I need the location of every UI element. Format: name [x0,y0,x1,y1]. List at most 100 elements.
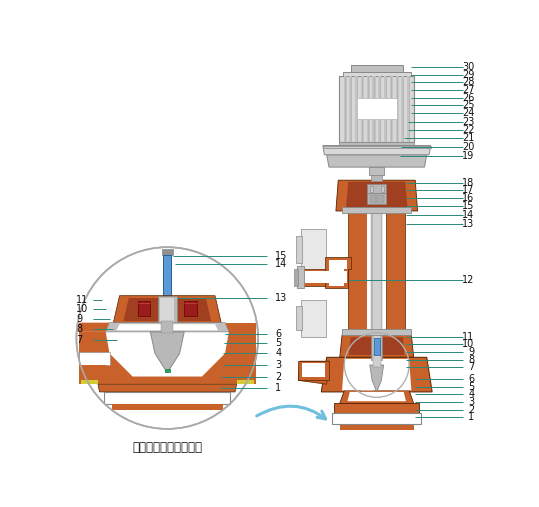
Bar [323,146,431,148]
Text: 2: 2 [275,372,281,382]
Bar [301,300,326,337]
Text: 1: 1 [468,412,474,422]
Text: 15: 15 [462,201,474,210]
Bar [161,298,174,322]
Text: 20: 20 [462,142,474,152]
Bar [386,211,405,331]
Polygon shape [370,186,373,192]
Text: 13: 13 [275,293,287,303]
Bar [294,269,298,285]
Bar [355,76,358,141]
FancyArrowPatch shape [257,406,326,419]
Text: 14: 14 [462,210,474,220]
Text: 15: 15 [275,251,287,262]
Bar [302,364,325,377]
Polygon shape [340,335,414,357]
Bar [343,73,411,76]
Bar [302,269,348,285]
Bar [112,404,223,410]
Text: 6: 6 [275,329,281,339]
Bar [334,404,419,413]
Bar [342,207,411,213]
Bar [339,141,414,146]
Polygon shape [336,180,418,211]
Bar [407,76,410,141]
Polygon shape [106,322,229,332]
Bar [368,184,386,193]
Text: 4: 4 [468,389,474,399]
Text: 19: 19 [462,151,474,161]
Text: 25: 25 [462,100,474,111]
Polygon shape [225,322,256,332]
Bar [296,236,302,263]
Text: 9: 9 [77,314,82,324]
Polygon shape [346,182,407,209]
Bar [396,76,399,141]
Circle shape [77,247,258,429]
Bar [296,267,305,288]
Text: 7: 7 [77,335,82,345]
Bar [184,301,197,316]
Text: 8: 8 [77,324,82,334]
Bar [374,338,380,355]
Bar [340,423,413,429]
Bar [373,355,381,367]
Polygon shape [79,352,109,365]
Text: 12: 12 [462,275,474,285]
Polygon shape [321,357,432,392]
Bar [371,211,382,331]
Polygon shape [106,332,229,377]
Polygon shape [98,384,237,392]
Bar [339,76,414,141]
Bar [384,76,387,141]
Text: 液下泵底部局部放大图: 液下泵底部局部放大图 [132,441,202,454]
Bar [361,76,364,141]
Bar [298,361,329,380]
Bar [377,195,384,202]
Bar [104,392,230,404]
Bar [374,329,380,352]
Bar [138,301,150,316]
Polygon shape [150,332,184,373]
Text: 2: 2 [468,405,474,415]
Polygon shape [329,260,348,285]
Bar [371,329,382,359]
Bar [373,211,381,331]
Bar [165,369,170,372]
Bar [378,76,381,141]
Polygon shape [348,392,406,401]
Polygon shape [79,332,256,384]
Bar [305,271,347,283]
Text: 24: 24 [462,108,474,118]
Bar [332,413,421,423]
Polygon shape [327,155,427,167]
Bar [368,193,386,204]
Text: 21: 21 [462,133,474,143]
Text: 13: 13 [462,219,474,229]
Bar [368,211,386,331]
Bar [357,98,397,119]
Polygon shape [370,365,384,392]
Bar [344,76,347,141]
Bar [402,76,404,141]
Text: 26: 26 [462,93,474,103]
Text: 22: 22 [462,125,474,135]
Text: 30: 30 [462,62,474,72]
Text: 3: 3 [275,360,281,370]
Bar [158,296,176,325]
Polygon shape [323,146,431,155]
Text: 10: 10 [77,304,89,314]
Polygon shape [79,346,106,352]
Text: 10: 10 [462,339,474,349]
Bar [237,380,253,384]
Polygon shape [349,337,404,355]
Bar [163,255,171,297]
Polygon shape [113,296,221,322]
Polygon shape [325,257,351,288]
Text: 11: 11 [77,295,89,305]
Bar [301,229,326,271]
Bar [296,306,302,331]
Polygon shape [116,324,218,331]
Bar [81,380,98,384]
Text: 7: 7 [468,363,474,372]
